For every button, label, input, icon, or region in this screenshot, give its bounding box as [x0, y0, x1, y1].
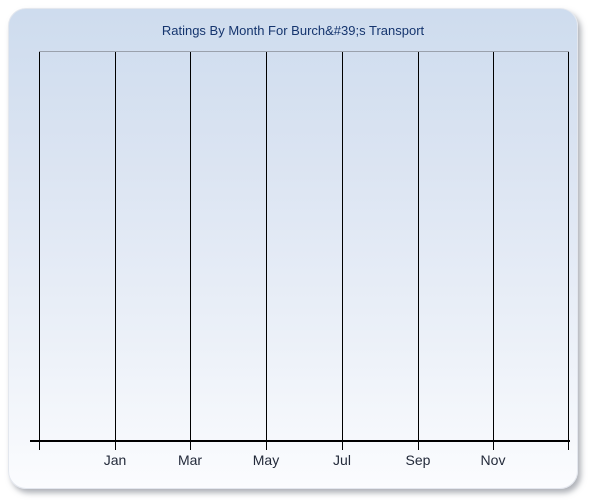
vertical-gridline	[190, 52, 191, 441]
vertical-gridline	[493, 52, 494, 441]
plot-area	[30, 51, 570, 450]
x-axis-tick	[568, 442, 569, 450]
vertical-gridline	[418, 52, 419, 441]
x-axis-line	[30, 440, 570, 442]
x-axis-tick	[39, 442, 40, 450]
x-axis-labels: Jan Mar May Jul Sep Nov	[39, 452, 569, 472]
x-axis-label: May	[252, 452, 280, 468]
x-axis-label: Jul	[333, 452, 351, 468]
chart-title: Ratings By Month For Burch&#39;s Transpo…	[161, 23, 425, 38]
vertical-gridline	[266, 52, 267, 441]
x-axis-tick	[342, 442, 343, 450]
vertical-gridline	[342, 52, 343, 441]
x-axis-tick	[115, 442, 116, 450]
x-axis-label: Sep	[405, 452, 431, 468]
vertical-gridline	[115, 52, 116, 441]
x-axis-label: Jan	[103, 452, 127, 468]
x-axis-tick	[266, 442, 267, 450]
vertical-gridline	[39, 52, 40, 441]
x-axis-tick	[493, 442, 494, 450]
x-axis-tick	[418, 442, 419, 450]
chart-panel: Ratings By Month For Burch&#39;s Transpo…	[8, 8, 578, 489]
x-axis-label: Nov	[480, 452, 506, 468]
vertical-gridline	[568, 52, 569, 441]
x-axis-label: Mar	[177, 452, 203, 468]
x-axis-tick	[190, 442, 191, 450]
